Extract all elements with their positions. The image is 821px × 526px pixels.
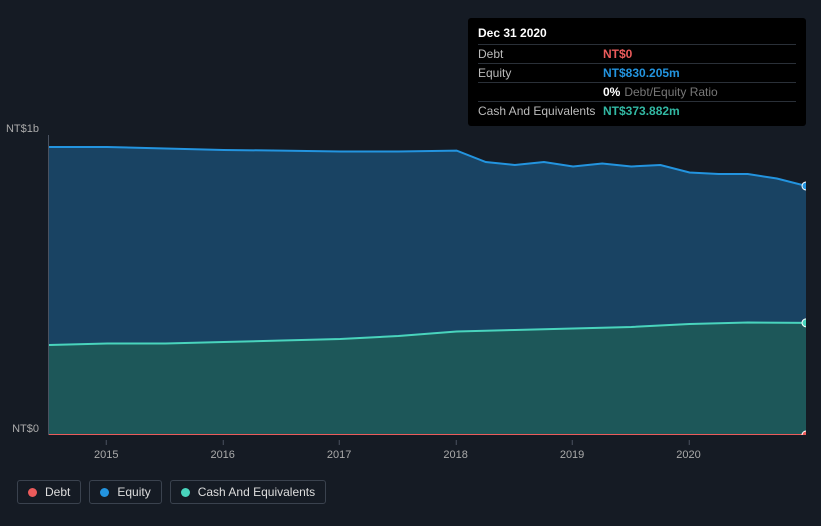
legend: Debt Equity Cash And Equivalents	[17, 480, 326, 504]
x-tick-label: 2019	[560, 449, 584, 461]
legend-dot-icon	[28, 488, 37, 497]
legend-item[interactable]: Debt	[17, 480, 81, 504]
tooltip-date: Dec 31 2020	[478, 24, 796, 44]
x-tick-label: 2016	[210, 449, 234, 461]
tooltip-row: EquityNT$830.205m	[478, 63, 796, 82]
plot-area[interactable]	[48, 135, 805, 435]
chart-tooltip: Dec 31 2020 DebtNT$0EquityNT$830.205m0%D…	[468, 18, 806, 126]
legend-item[interactable]: Cash And Equivalents	[170, 480, 326, 504]
tooltip-row: DebtNT$0	[478, 44, 796, 63]
x-tick-label: 2020	[676, 449, 700, 461]
legend-label: Equity	[117, 485, 150, 499]
tooltip-rows: DebtNT$0EquityNT$830.205m0%Debt/Equity R…	[478, 44, 796, 120]
legend-dot-icon	[100, 488, 109, 497]
legend-item[interactable]: Equity	[89, 480, 161, 504]
chart: NT$0NT$1b 201520162017201820192020	[17, 120, 805, 470]
x-tick-label: 2018	[443, 449, 467, 461]
tooltip-row-value: NT$373.882m	[603, 104, 680, 118]
tooltip-row: 0%Debt/Equity Ratio	[478, 82, 796, 101]
legend-label: Debt	[45, 485, 70, 499]
x-tick-label: 2017	[327, 449, 351, 461]
tooltip-row-value: 0%Debt/Equity Ratio	[603, 85, 718, 99]
tooltip-row-suffix: Debt/Equity Ratio	[624, 85, 717, 99]
y-tick-label: NT$0	[12, 423, 39, 435]
tooltip-row: Cash And EquivalentsNT$373.882m	[478, 101, 796, 120]
legend-label: Cash And Equivalents	[198, 485, 315, 499]
series-end-marker	[802, 319, 806, 327]
y-tick-label: NT$1b	[6, 123, 39, 135]
x-tick-label: 2015	[94, 449, 118, 461]
tooltip-row-value: NT$830.205m	[603, 66, 680, 80]
tooltip-row-label: Cash And Equivalents	[478, 104, 603, 118]
chart-svg	[49, 135, 806, 435]
tooltip-row-value: NT$0	[603, 47, 632, 61]
tooltip-row-label	[478, 85, 603, 99]
tooltip-row-label: Equity	[478, 66, 603, 80]
legend-dot-icon	[181, 488, 190, 497]
x-axis-labels: 2015 2016 2017 2018 2019 2020	[48, 445, 805, 465]
series-end-marker	[802, 182, 806, 190]
tooltip-row-label: Debt	[478, 47, 603, 61]
